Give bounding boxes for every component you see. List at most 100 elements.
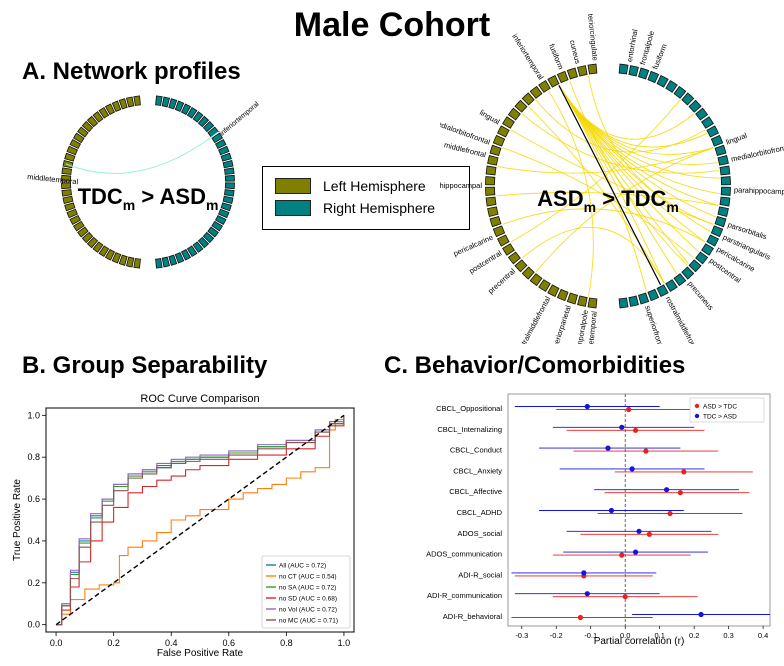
right-network-segment-right-5 [665,80,678,93]
roc-x-tick-label: 0.2 [107,638,120,648]
left-network-segment-right-25 [202,231,215,244]
left-network-segment-left-13 [64,202,76,212]
right-network-segment-right-4 [656,74,669,88]
behavior-forest-plot: CBCL_Oppositional CBCL_Internalizing CBCL_… [426,393,771,647]
roc-x-tick-label: 0.0 [50,638,63,648]
network-node-label: parahippocampal [440,181,482,190]
left-network-segment-right-15 [223,167,235,175]
right-network-segment-left-5 [538,279,551,292]
roc-y-tick-label: 0.6 [27,494,40,504]
left-network-segment-right-2 [168,98,178,110]
right-network-segment-left-7 [521,266,535,280]
right-network-segment-right-20 [714,216,727,228]
left-network-segment-left-5 [98,245,110,258]
left-network-segment-left-27 [92,111,104,123]
left-network-segment-right-16 [224,174,235,182]
left-network-segment-right-4 [180,103,192,116]
legend-left-hemisphere: Left Hemisphere [275,177,426,195]
left-network-segment-right-18 [223,189,235,197]
right-network-segment-right-28 [665,279,678,292]
roc-chart: ROC Curve Comparison 0.0 0.2 0.4 0.6 0.8 1.00… [12,393,355,659]
left-network-segment-left-15 [61,189,73,197]
right-network-segment-left-33 [587,63,598,75]
network-edge [502,208,706,243]
forest-category-label: CBCL_Internalizing [437,425,502,434]
right-network-segment-left-27 [529,85,543,99]
network-edge [569,80,688,266]
right-network-segment-left-31 [566,67,578,80]
left-network-segment-right-29 [180,248,192,261]
panel-c-title: C. Behavior/Comorbidities [384,352,686,379]
right-network-segment-left-32 [577,65,588,77]
forest-point [584,591,590,597]
roc-series-line [56,415,345,626]
left-network-segment-left-1 [126,256,135,268]
network-edge [510,99,681,243]
network-node-label: precentral [486,266,517,295]
forest-point [622,594,628,600]
forest-category-label: CBCL_Conduct [450,446,503,455]
left-network-segment-left-7 [86,236,99,249]
forest-category-label: ADI-R_social [458,570,502,579]
roc-y-tick-label: 1.0 [27,410,40,420]
right-network-segment-left-24 [507,107,521,121]
figure-title: Male Cohort [293,6,491,44]
left-network-segment-left-2 [118,254,128,266]
roc-title: ROC Curve Comparison [140,393,259,405]
forest-category-label: CBCL_Anxiety [453,466,502,475]
left-network-segment-right-26 [197,236,210,249]
forest-point [605,445,611,451]
forest-category-label: CBCL_ADHD [457,508,503,517]
right-network-segment-right-30 [647,288,660,302]
right-network-segment-left-26 [521,92,535,106]
right-network-segment-left-4 [547,284,560,298]
right-network-segment-right-33 [618,297,629,309]
node-label-inferiortemporal: inferiortemporal [219,101,260,138]
hemisphere-legend: Left Hemisphere Right Hemisphere [262,166,470,230]
left-network-segment-left-12 [66,208,78,219]
network-edge [535,99,706,153]
roc-series-line [56,415,345,626]
forest-point [681,469,687,475]
network-node-label: rostralmiddlefrontal [514,295,552,344]
left-network-segment-left-6 [92,241,104,253]
left-network-segment-right-14 [222,160,234,169]
right-network-segment-left-1 [577,295,588,307]
left-network-segment-left-22 [69,138,82,150]
network-node-label: fusiform [651,43,669,71]
network-node-label: entorhinal [625,28,640,62]
right-network-segment-left-11 [496,234,510,247]
right-network-segment-right-1 [628,65,639,77]
right-network-segment-left-2 [566,292,578,305]
right-network-segment-right-0 [618,63,629,75]
right-network-segment-right-25 [688,259,702,273]
roc-y-tick-label: 0.8 [27,452,40,462]
left-network-segment-right-12 [218,145,230,156]
right-network-segment-right-29 [656,284,669,298]
roc-legend-label: no SA (AUC = 0.72) [279,585,336,592]
right-network-segment-right-21 [710,225,724,238]
right-network-segment-left-13 [489,216,502,228]
forest-x-tick-label: 0.4 [758,631,768,640]
legend-label-left: Left Hemisphere [323,178,426,194]
left-network-segment-right-8 [202,120,215,133]
left-network-segment-left-14 [62,195,74,204]
roc-plot-frame [45,407,355,633]
left-network-segment-left-17 [61,174,72,182]
right-network-segment-left-10 [502,243,515,256]
left-network-segment-right-10 [211,132,224,144]
left-network-segment-right-22 [214,214,227,226]
roc-y-tick-label: 0.0 [27,620,40,630]
right-network-segment-right-8 [688,99,702,113]
legend-swatch-left [275,178,311,194]
right-network-segment-left-19 [487,155,499,166]
network-edge-strong [558,85,662,286]
legend-swatch-right [275,200,311,216]
left-network-segment-left-9 [77,226,89,238]
network-left-center-label: TDCm > ASDm [78,184,219,213]
right-network-segment-right-26 [681,266,695,280]
network-edge [558,85,647,292]
left-network-segment-right-32 [161,256,170,268]
right-network-segment-left-8 [514,259,528,273]
roc-series-line [56,415,345,626]
